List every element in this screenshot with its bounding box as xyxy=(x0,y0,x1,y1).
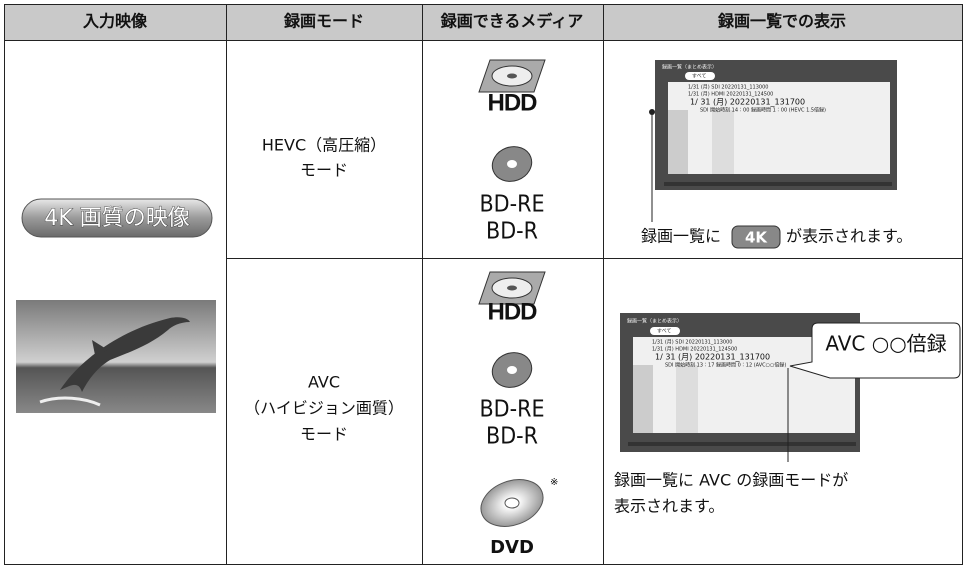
media-label: BD-RE xyxy=(479,192,544,218)
screen-item: 1/31 (月) HDMI 20220131_124500 xyxy=(652,347,737,353)
mode: AVC xyxy=(308,373,340,392)
mode: モード xyxy=(300,425,348,444)
media-label: BD-R xyxy=(486,424,538,450)
header: 入力映像 xyxy=(82,12,147,31)
screen-tab: すべて xyxy=(657,329,671,335)
screen-title: 録画一覧（まとめ表示） xyxy=(627,318,682,325)
caption: 表示されます。 xyxy=(614,497,724,516)
media-label: HDD xyxy=(488,89,538,116)
header: 録画できるメディア xyxy=(440,12,584,31)
header: 録画一覧での表示 xyxy=(717,12,846,31)
4k-icon xyxy=(731,225,781,249)
hdd-icon xyxy=(478,59,546,93)
bd-icon xyxy=(491,146,533,182)
caption: が表示されます。 xyxy=(786,227,912,246)
header: 録画モード xyxy=(283,12,364,31)
callout-text: AVC ○○倍録 xyxy=(825,332,946,356)
screen-selected: 1/ 31 (月) 20220131_131700 xyxy=(690,98,805,107)
caption: 録画一覧に xyxy=(641,227,721,246)
screen-item: 1/31 (月) HDMI 20220131_124500 xyxy=(688,92,773,98)
badge-text: 4K 画質の映像 xyxy=(44,206,189,231)
media-label: DVD xyxy=(490,537,534,558)
screen-selected: 1/ 31 (月) 20220131_131700 xyxy=(655,353,770,362)
screen-detail: SDI 開始時刻 13：17 録画時間 0：12 (AVC○○倍録) xyxy=(665,362,786,369)
media-note: ※ xyxy=(550,477,558,488)
screen xyxy=(620,313,860,452)
screen-detail: SDI 開始時刻 14：00 録画時間 1：00 (HEVC 1.5倍録) xyxy=(700,107,826,114)
screen-item: 1/31 (月) SDI 20220131_113000 xyxy=(652,340,732,346)
badge xyxy=(21,198,213,238)
4k-icon-text: 4K xyxy=(745,229,768,247)
media-label: HDD xyxy=(488,298,538,325)
dolphin-photo xyxy=(16,300,216,413)
header-bg xyxy=(4,4,963,40)
callout xyxy=(789,322,961,379)
screen xyxy=(655,60,897,190)
mode: モード xyxy=(300,161,348,180)
pointer-dot xyxy=(649,109,655,115)
caption: 録画一覧に AVC の録画モードが xyxy=(614,471,848,490)
screen-title: 録画一覧（まとめ表示） xyxy=(662,64,717,71)
hdd-icon xyxy=(478,271,546,305)
mode: HEVC（高圧縮） xyxy=(262,136,386,155)
table-grid xyxy=(4,4,963,565)
media-label: BD-RE xyxy=(479,397,544,423)
mode: （ハイビジョン画質） xyxy=(244,399,404,418)
bd-icon xyxy=(491,352,533,388)
dvd-icon xyxy=(480,479,544,527)
media-label: BD-R xyxy=(486,219,538,245)
screen-item: 1/31 (月) SDI 20220131_113000 xyxy=(688,85,768,91)
screen-tab: すべて xyxy=(692,74,706,80)
